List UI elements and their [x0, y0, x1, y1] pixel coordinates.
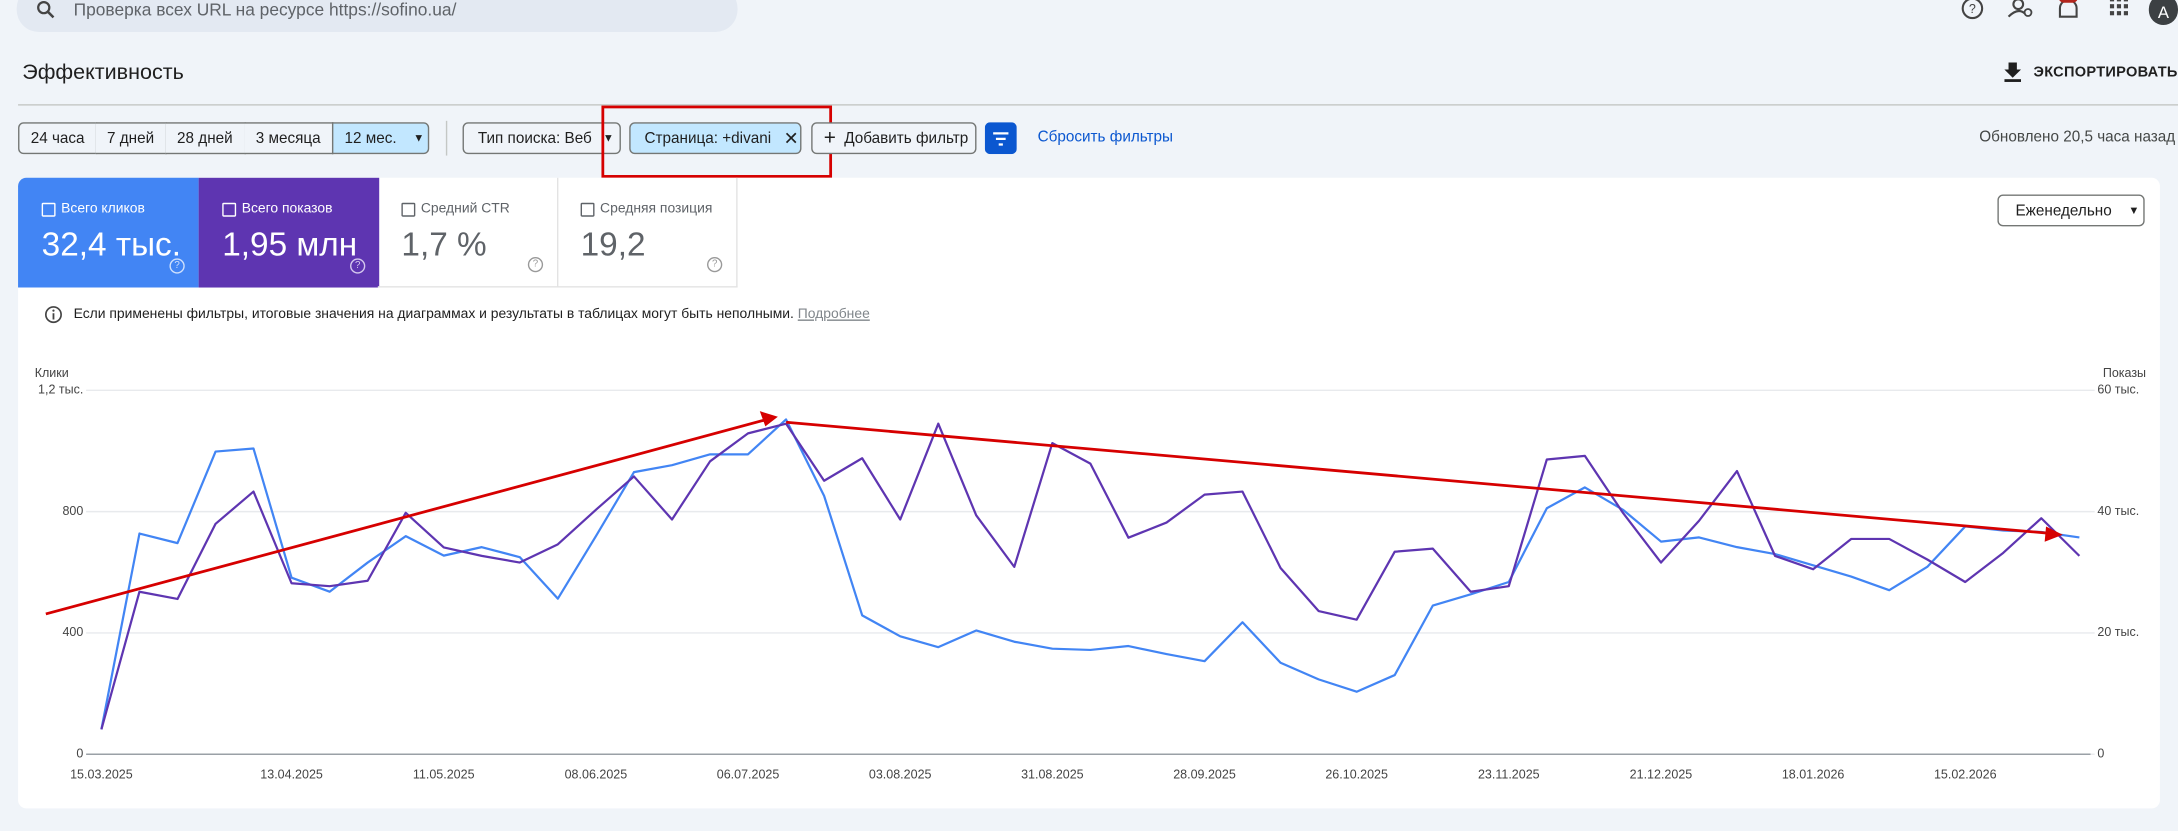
y2-tick-label: 60 тыс. — [2097, 383, 2139, 397]
y2-tick-label: 0 — [2097, 747, 2104, 761]
metric-tile[interactable]: Всего кликов 32,4 тыс. ? — [18, 177, 199, 288]
account-settings-icon[interactable] — [2007, 0, 2033, 18]
metric-tile[interactable]: Средний CTR 1,7 % ? — [377, 177, 559, 288]
checkbox[interactable] — [41, 202, 56, 217]
y2-tick-label: 40 тыс. — [2097, 504, 2139, 518]
help-icon[interactable]: ? — [527, 256, 544, 273]
help-glyph: ? — [1969, 2, 1976, 16]
x-tick-label: 08.06.2025 — [565, 767, 628, 781]
x-tick-label: 03.08.2025 — [869, 767, 932, 781]
notice-text: Если применены фильтры, итоговые значени… — [73, 306, 794, 323]
granularity-dropdown[interactable]: Еженедельно ▼ — [1997, 194, 2145, 227]
search-placeholder: Проверка всех URL на ресурсе https://sof… — [73, 0, 457, 20]
y2-axis-title: Показы — [2103, 366, 2146, 380]
search-bar[interactable] — [16, 0, 738, 32]
notifications-icon[interactable] — [2058, 0, 2078, 18]
remove-icon[interactable]: ✕ — [783, 127, 799, 148]
x-tick-label: 13.04.2025 — [260, 767, 323, 781]
updated-text: Обновлено 20,5 часа назад — [1979, 129, 2176, 146]
x-tick-label: 23.11.2025 — [1478, 767, 1540, 781]
download-icon — [2004, 62, 2022, 82]
search-type-filter[interactable]: Тип поиска: Веб ▼ — [462, 122, 621, 155]
dropdown-arrow: ▼ — [602, 131, 614, 145]
add-filter-button[interactable]: + Добавить фильтр — [811, 122, 977, 155]
export-button[interactable]: ЭКСПОРТИРОВАТЬ — [2033, 63, 2178, 81]
search-icon — [37, 0, 55, 19]
divider — [18, 104, 2178, 106]
checkbox[interactable] — [580, 202, 595, 217]
y2-tick-label: 20 тыс. — [2097, 625, 2139, 639]
apps-icon[interactable] — [2109, 0, 2128, 16]
metric-value: 1,95 млн — [222, 226, 358, 264]
x-tick-label: 06.07.2025 — [717, 767, 780, 781]
separator — [445, 120, 448, 156]
help-icon[interactable] — [1961, 0, 1984, 20]
page-filter-chip[interactable]: Страница: +divani ✕ — [629, 122, 802, 155]
x-tick-label: 31.08.2025 — [1021, 767, 1084, 781]
metric-label: Всего кликов — [61, 201, 145, 217]
trend-arrow — [45, 418, 768, 616]
checkbox[interactable] — [222, 202, 237, 217]
range-button[interactable]: 28 дней — [165, 122, 246, 155]
y-axis-title: Клики — [35, 366, 69, 380]
y-tick-label: 400 — [62, 625, 83, 639]
x-tick-label: 15.02.2026 — [1934, 767, 1997, 781]
y-tick-label: 800 — [62, 504, 83, 518]
metric-tile[interactable]: Средняя позиция 19,2 ? — [557, 177, 738, 288]
metric-value: 19,2 — [580, 226, 646, 264]
metric-tile[interactable]: Всего показов 1,95 млн ? — [198, 177, 380, 288]
metric-label: Средний CTR — [420, 201, 510, 217]
y-tick-label: 0 — [76, 747, 83, 761]
x-tick-label: 15.03.2025 — [70, 767, 133, 781]
range-button-selected[interactable]: 12 мес. ▼ — [331, 122, 430, 155]
plus-icon: + — [823, 126, 836, 151]
metric-value: 1,7 % — [401, 226, 487, 264]
reset-filters-link[interactable]: Сбросить фильтры — [1037, 129, 1174, 146]
page-title: Эффективность — [22, 61, 184, 85]
x-tick-label: 18.01.2026 — [1782, 767, 1845, 781]
arrow-head — [2044, 526, 2063, 542]
checkbox[interactable] — [401, 202, 416, 217]
help-icon[interactable]: ? — [707, 256, 723, 273]
y-tick-label: 1,2 тыс. — [38, 383, 83, 397]
x-tick-label: 21.12.2025 — [1630, 767, 1693, 781]
x-tick-label: 26.10.2025 — [1325, 767, 1388, 781]
metric-label: Всего показов — [241, 201, 333, 217]
help-icon[interactable]: ? — [169, 258, 185, 274]
filter-label: Тип поиска: Веб — [477, 129, 592, 147]
add-filter-label: Добавить фильтр — [844, 129, 969, 147]
x-tick-label: 28.09.2025 — [1173, 767, 1236, 781]
learn-more-link[interactable]: Подробнее — [797, 306, 870, 323]
x-tick-label: 11.05.2025 — [413, 767, 475, 781]
filter-options-button[interactable] — [984, 122, 1017, 155]
range-button[interactable]: 7 дней — [95, 122, 167, 155]
plot: 0 400 800 1,2 тыс. 0 20 тыс. 40 тыс. 60 тыс. 15.… — [38, 383, 2139, 782]
metric-value: 32,4 тыс. — [41, 226, 181, 264]
info-icon — [45, 306, 62, 324]
metric-label: Средняя позиция — [600, 201, 713, 217]
dropdown-arrow: ▼ — [413, 131, 425, 145]
trend-annotations — [45, 411, 2063, 616]
help-icon[interactable]: ? — [350, 258, 366, 274]
filter-label: Страница: +divani — [644, 129, 772, 147]
trend-arrow — [786, 420, 2051, 535]
range-button[interactable]: 3 месяца — [244, 122, 334, 155]
avatar[interactable]: A — [2148, 0, 2178, 26]
top-icons: ? — [1961, 0, 2128, 20]
arrow-head — [759, 411, 778, 427]
range-label: 12 мес. — [344, 129, 397, 147]
notice: Если применены фильтры, итоговые значени… — [74, 307, 870, 322]
granularity-label: Еженедельно — [2015, 202, 2112, 219]
series-line — [100, 418, 2080, 730]
dropdown-arrow: ▼ — [2128, 204, 2140, 217]
series-line — [100, 422, 2081, 730]
